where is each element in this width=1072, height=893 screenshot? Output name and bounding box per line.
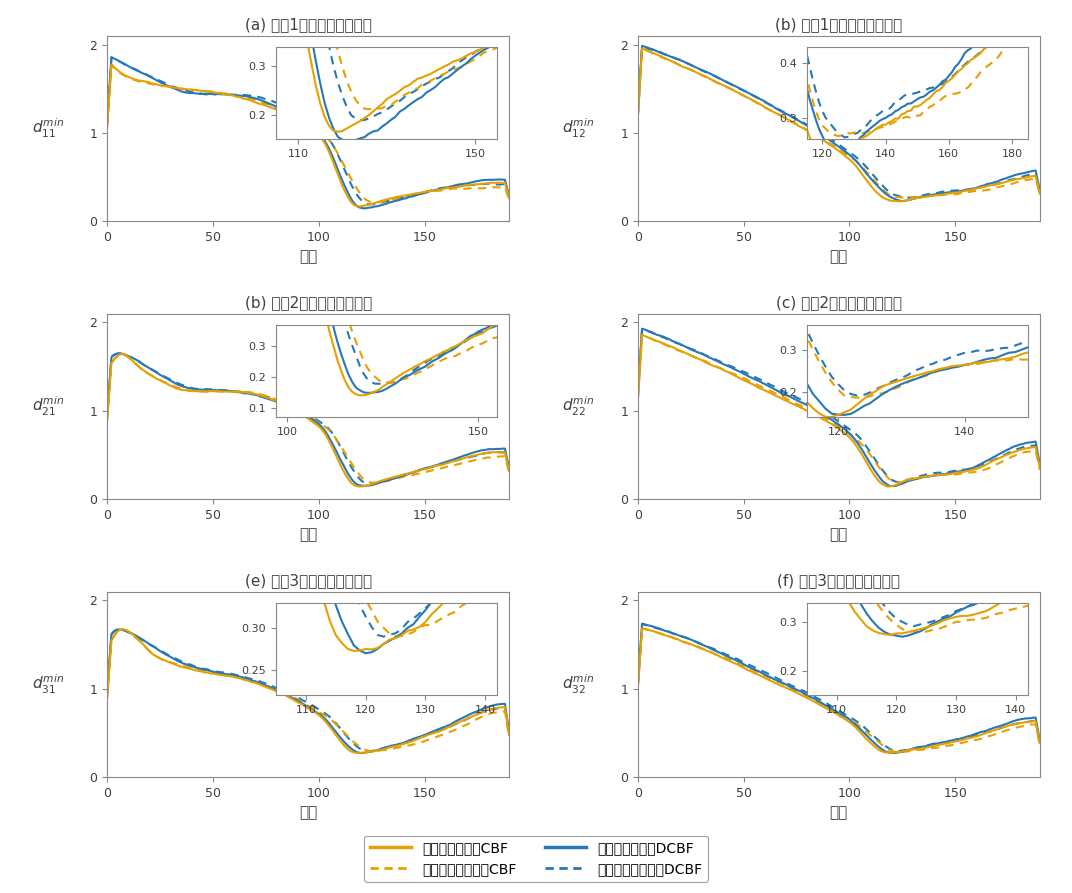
Y-axis label: $d_{31}^{min}$: $d_{31}^{min}$ [32, 672, 64, 696]
X-axis label: 时间: 时间 [299, 249, 317, 264]
Y-axis label: $d_{22}^{min}$: $d_{22}^{min}$ [563, 395, 595, 418]
Title: (e) 连枆3与人体右上臂距离: (e) 连枆3与人体右上臂距离 [244, 572, 372, 588]
Y-axis label: $d_{21}^{min}$: $d_{21}^{min}$ [32, 395, 64, 418]
X-axis label: 时间: 时间 [830, 249, 848, 264]
Title: (b) 连枆2与人体右上臂距离: (b) 连枆2与人体右上臂距离 [244, 295, 372, 310]
Y-axis label: $d_{32}^{min}$: $d_{32}^{min}$ [563, 672, 595, 696]
X-axis label: 时间: 时间 [299, 805, 317, 820]
Title: (f) 连枆3与人体右前臂距离: (f) 连枆3与人体右前臂距离 [777, 572, 900, 588]
Title: (c) 连枆2与人体右前臂距离: (c) 连枆2与人体右前臂距离 [776, 295, 902, 310]
X-axis label: 时间: 时间 [830, 805, 848, 820]
Legend: 包含预测信息的CBF, 不包含预测信息的CBF, 包含预测信息的DCBF, 不包含预测信息的DCBF: 包含预测信息的CBF, 不包含预测信息的CBF, 包含预测信息的DCBF, 不包… [364, 836, 708, 881]
Y-axis label: $d_{11}^{min}$: $d_{11}^{min}$ [32, 117, 64, 140]
X-axis label: 时间: 时间 [830, 527, 848, 542]
Title: (a) 连枆1与人体右上臂距离: (a) 连枆1与人体右上臂距离 [244, 17, 372, 32]
X-axis label: 时间: 时间 [299, 527, 317, 542]
Title: (b) 连枆1与人体右前臂距离: (b) 连枆1与人体右前臂距离 [775, 17, 903, 32]
Y-axis label: $d_{12}^{min}$: $d_{12}^{min}$ [563, 117, 595, 140]
